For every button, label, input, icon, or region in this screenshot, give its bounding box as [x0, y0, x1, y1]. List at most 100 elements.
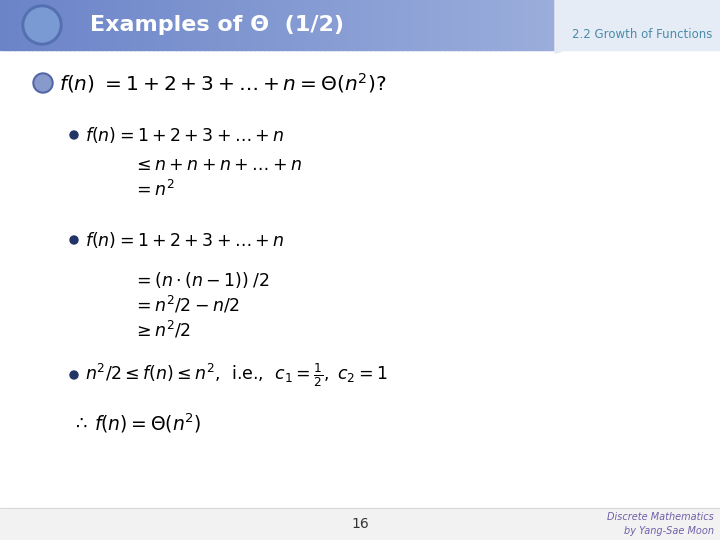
Bar: [328, 0, 334, 50]
Bar: [69, 0, 75, 50]
Bar: [55, 0, 61, 50]
Bar: [273, 0, 279, 50]
Text: $n^2/2 \leq f(n) \leq n^2$,  i.e.,  $c_1 = \frac{1}{2}$$,\; c_2 = 1$: $n^2/2 \leq f(n) \leq n^2$, i.e., $c_1 =…: [85, 361, 387, 389]
Bar: [347, 0, 353, 50]
Bar: [227, 0, 233, 50]
Polygon shape: [555, 0, 573, 53]
Text: $f(n)$$  = 1 + 2 + 3 + \ldots + n$: $f(n)$$ = 1 + 2 + 3 + \ldots + n$: [85, 230, 284, 250]
Bar: [194, 0, 200, 50]
Bar: [342, 0, 348, 50]
Bar: [365, 0, 371, 50]
Bar: [153, 0, 158, 50]
Bar: [166, 0, 172, 50]
Circle shape: [33, 73, 53, 93]
Text: $f(n)$$  = 1 + 2 + 3 + \ldots + n$: $f(n)$$ = 1 + 2 + 3 + \ldots + n$: [85, 125, 284, 145]
Bar: [51, 0, 56, 50]
Circle shape: [70, 371, 78, 379]
Bar: [37, 0, 42, 50]
Bar: [518, 0, 523, 50]
Bar: [310, 0, 315, 50]
Circle shape: [25, 8, 59, 42]
Bar: [356, 0, 361, 50]
Bar: [74, 0, 80, 50]
Bar: [444, 0, 449, 50]
Bar: [222, 0, 228, 50]
Bar: [245, 0, 251, 50]
Bar: [393, 0, 399, 50]
Bar: [0, 508, 720, 540]
Bar: [389, 0, 394, 50]
Text: Discrete Mathematics
by Yang-Sae Moon: Discrete Mathematics by Yang-Sae Moon: [607, 512, 714, 536]
Text: 16: 16: [351, 517, 369, 531]
Bar: [111, 0, 117, 50]
Bar: [504, 0, 510, 50]
Bar: [402, 0, 408, 50]
Text: $f(n) = \Theta(n^2)$: $f(n) = \Theta(n^2)$: [94, 411, 202, 435]
Bar: [397, 0, 403, 50]
Bar: [157, 0, 163, 50]
Bar: [412, 0, 418, 50]
Bar: [134, 0, 140, 50]
Text: 2.2 Growth of Functions: 2.2 Growth of Functions: [572, 28, 712, 40]
Bar: [60, 0, 66, 50]
Bar: [379, 0, 385, 50]
Bar: [269, 0, 274, 50]
Bar: [495, 0, 500, 50]
Bar: [477, 0, 482, 50]
Bar: [185, 0, 191, 50]
Text: $\geq n^2/2$: $\geq n^2/2$: [133, 320, 191, 341]
Bar: [217, 0, 223, 50]
Bar: [536, 0, 542, 50]
Bar: [199, 0, 204, 50]
Bar: [462, 0, 468, 50]
Bar: [472, 0, 477, 50]
Bar: [162, 0, 168, 50]
Text: $= (n \cdot (n-1))\;/2$: $= (n \cdot (n-1))\;/2$: [133, 270, 269, 290]
Bar: [189, 0, 195, 50]
Bar: [240, 0, 246, 50]
Text: $f(n)$ $= 1 + 2 + 3 + \ldots + n = \Theta(n^2)$?: $f(n)$ $= 1 + 2 + 3 + \ldots + n = \Thet…: [59, 71, 387, 95]
Bar: [254, 0, 260, 50]
Bar: [546, 0, 552, 50]
Bar: [250, 0, 256, 50]
Text: $= n^2/2 - n/2$: $= n^2/2 - n/2$: [133, 294, 240, 315]
Bar: [212, 0, 218, 50]
Bar: [481, 0, 487, 50]
Bar: [532, 0, 538, 50]
Bar: [421, 0, 426, 50]
Bar: [458, 0, 464, 50]
Bar: [351, 0, 357, 50]
Bar: [370, 0, 376, 50]
Bar: [338, 0, 343, 50]
Bar: [143, 0, 149, 50]
Bar: [0, 0, 6, 50]
Bar: [28, 0, 33, 50]
Bar: [319, 0, 325, 50]
Bar: [490, 0, 496, 50]
Bar: [333, 0, 338, 50]
Bar: [485, 0, 491, 50]
Bar: [130, 0, 135, 50]
Text: $= n^2$: $= n^2$: [133, 180, 175, 200]
Bar: [550, 0, 556, 50]
Bar: [287, 0, 292, 50]
Bar: [171, 0, 176, 50]
Bar: [296, 0, 302, 50]
Bar: [523, 0, 528, 50]
Bar: [259, 0, 265, 50]
Bar: [14, 0, 19, 50]
Bar: [139, 0, 145, 50]
Bar: [315, 0, 320, 50]
Bar: [231, 0, 237, 50]
Bar: [282, 0, 288, 50]
Bar: [32, 0, 38, 50]
Bar: [305, 0, 311, 50]
Bar: [361, 0, 366, 50]
Bar: [236, 0, 241, 50]
Bar: [264, 0, 269, 50]
Bar: [19, 0, 24, 50]
Bar: [92, 0, 98, 50]
Circle shape: [22, 5, 62, 45]
Bar: [449, 0, 454, 50]
Bar: [88, 0, 94, 50]
